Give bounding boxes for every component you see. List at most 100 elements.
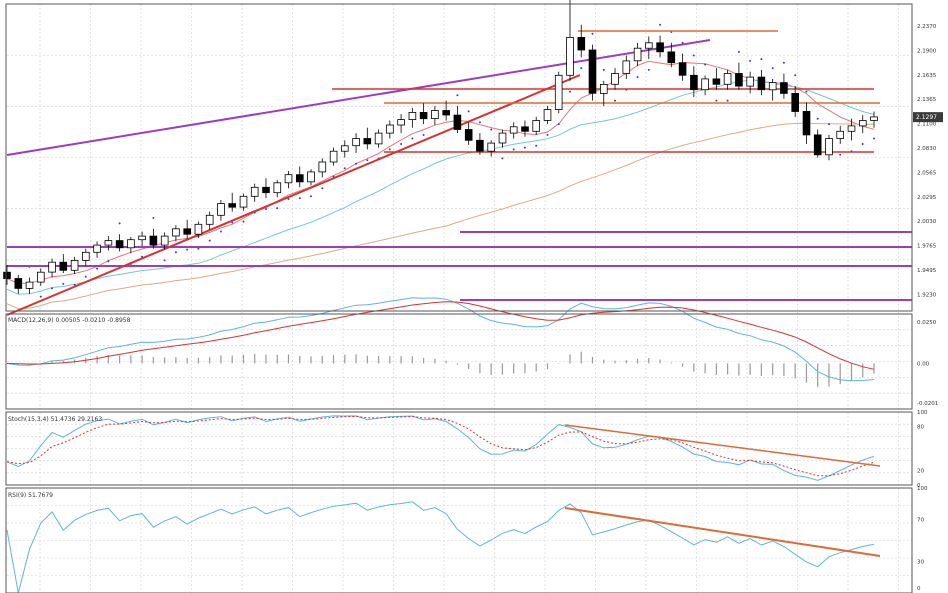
macd-pane [6,297,875,388]
psar-dot [861,143,864,145]
candle-body [735,73,743,87]
candle-body [656,42,664,53]
psar-dot [276,207,279,210]
candle-body [363,138,372,145]
rsi-tick: 70 [917,518,924,524]
candle-body [802,111,811,136]
macd-line [6,297,875,382]
candle-body [59,261,68,271]
stoch-title: Stoch(15,3,4) 51.4736 29.2163 [8,416,102,423]
psar-dot [231,221,234,224]
psar-dot [478,121,481,124]
candle-body [307,171,315,183]
candle-body [768,82,777,91]
psar-dot [737,50,740,53]
candle-body [352,138,360,147]
candle-body [25,281,34,289]
candle-body [239,195,248,208]
psar-dot [681,41,684,44]
rsi-tick: 100 [917,486,928,492]
price-axis: 2.2370 2.1900 2.1635 2.1365 2.1100 2.0830 2.05… [913,24,943,592]
psar-dot [873,137,875,140]
psar-dot [287,198,290,200]
candle-body [543,109,552,121]
psar-dot [298,197,301,200]
candle-body [476,139,484,152]
price-tick: 1.9765 [917,244,937,250]
macd-tick: -0.0201 [917,401,938,407]
candle-body [870,116,878,121]
rsi-title: RSI(9) 51.7679 [8,492,53,499]
psar-dot [569,90,571,93]
psar-dot [388,148,391,151]
psar-dot [163,259,166,262]
psar-dot [174,251,177,254]
candle-body [419,112,428,120]
candle-body [836,130,844,139]
psar-dot [647,68,650,71]
psar-dot [771,67,774,70]
price-pane [3,0,912,316]
candle-body [431,110,439,120]
candle-body [780,82,788,94]
candle-body [577,37,586,51]
candle-body [340,145,349,152]
candle-body [645,42,653,49]
price-tick: 1.9495 [917,268,937,274]
candle-body [217,203,225,216]
candle-body [14,278,23,289]
candle-body [48,261,56,273]
price-tick: 2.1365 [917,97,937,103]
psar-dot [265,208,267,210]
psar-dot [343,167,346,170]
macd-signal-line [6,301,875,370]
price-tick: 2.0295 [917,195,937,201]
psar-dot [692,54,695,57]
rsi-pane [6,501,881,593]
psar-dot [152,217,155,219]
psar-dot [816,117,819,120]
psar-dot [760,58,763,61]
candle-body [374,132,383,145]
psar-dot [782,61,785,64]
candle-body [464,129,473,141]
candle-body [127,239,135,249]
candle-body [566,37,574,76]
price-tick: 2.1100 [917,122,937,128]
candle-body [3,271,11,279]
psar-dot [73,283,76,286]
price-tick: 2.1900 [917,48,937,54]
psar-dot [535,144,538,147]
pane-border-1 [5,313,913,410]
price-tick: 2.0830 [917,146,937,152]
psar-dot [186,248,189,251]
price-tick: 2.0565 [917,170,937,176]
psar-dot [355,162,358,165]
candle-body [295,174,304,183]
stoch-trendline [564,424,881,467]
psar-dot [523,146,526,149]
candle-body [194,223,203,235]
candle-body [318,161,327,173]
psar-dot [828,123,830,126]
candle-body [859,120,867,127]
psar-dot [636,76,639,79]
macd-tick: 0.00 [917,361,930,367]
pane-border-0 [5,3,913,312]
candle-body [825,138,833,156]
stoch-tick: 80 [917,425,924,431]
psar-dot [580,67,583,70]
current-price-label: 2.1297 [916,114,937,121]
candle-body [622,60,631,74]
psar-dot [839,153,842,156]
candle-body [70,259,79,271]
psar-dot [512,148,515,151]
psar-dot [794,74,797,77]
psar-dot [96,267,99,270]
candle-body [262,186,270,194]
psar-dot [749,59,752,62]
candle-body [588,49,597,94]
psar-dot [310,195,312,198]
candle-body [554,74,563,111]
psar-dot [242,220,245,223]
